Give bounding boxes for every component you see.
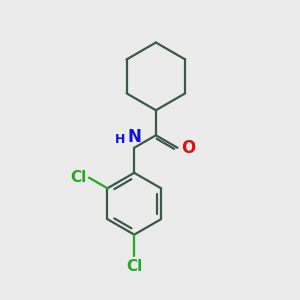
Text: H: H	[114, 133, 125, 146]
Text: Cl: Cl	[70, 170, 86, 185]
Text: O: O	[181, 139, 195, 157]
Text: N: N	[127, 128, 141, 146]
Text: Cl: Cl	[126, 259, 142, 274]
